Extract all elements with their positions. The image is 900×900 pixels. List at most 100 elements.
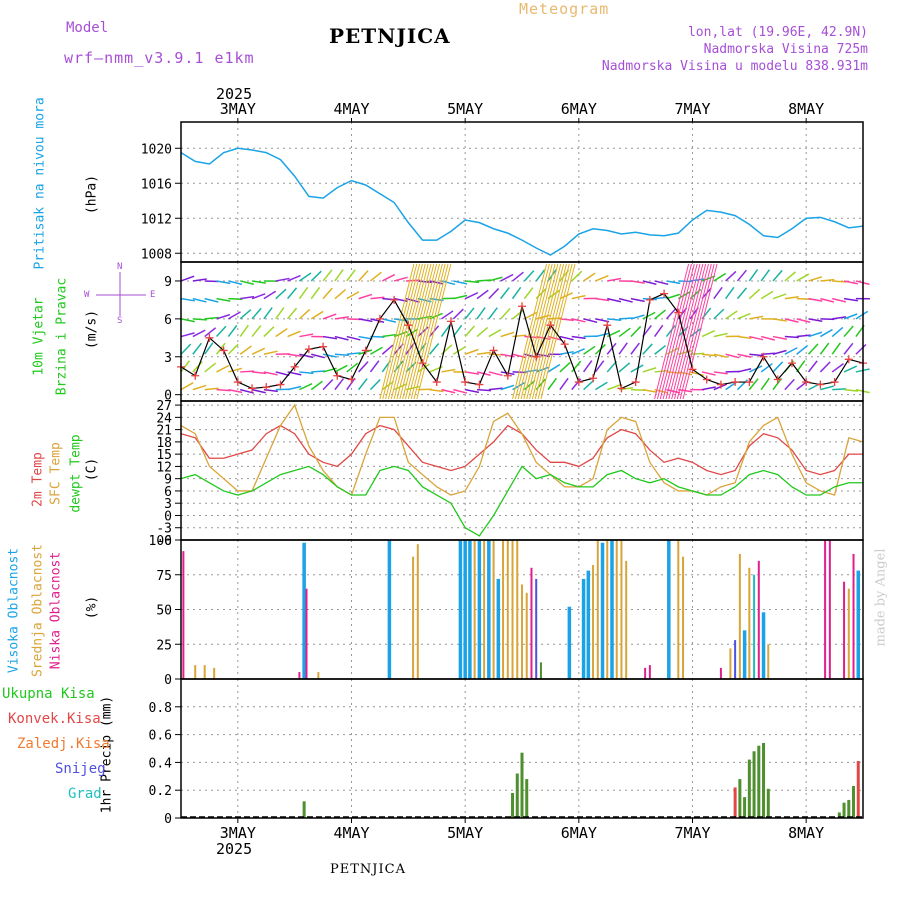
wind-strong-barb bbox=[514, 263, 550, 400]
y-tick-label: 0.4 bbox=[149, 756, 173, 771]
day-label-bottom: 3MAY bbox=[220, 824, 256, 842]
y-tick-label: 18 bbox=[156, 436, 172, 451]
wind-barb bbox=[630, 280, 645, 284]
wind-barb bbox=[559, 335, 574, 341]
wind-barb bbox=[180, 360, 191, 373]
wind-barb bbox=[666, 280, 681, 285]
wind-barb bbox=[322, 269, 333, 282]
wind-barb bbox=[441, 368, 456, 373]
wind-barb bbox=[452, 346, 466, 355]
wind-barb bbox=[784, 347, 798, 355]
wind-barb bbox=[843, 325, 854, 338]
wind-barb bbox=[737, 335, 752, 340]
wind-barb bbox=[760, 377, 770, 391]
wind-strong-barb bbox=[534, 263, 570, 400]
wind-speed-marker bbox=[631, 378, 640, 387]
wind-barb bbox=[796, 318, 811, 323]
wind-strong-barb bbox=[674, 263, 709, 400]
cloud-bar bbox=[387, 540, 392, 679]
wind-barb bbox=[370, 318, 385, 323]
wind-barb bbox=[654, 280, 669, 286]
wind-barb bbox=[819, 328, 833, 338]
wind-barb bbox=[322, 379, 334, 391]
wind-barb bbox=[452, 308, 464, 320]
legend-frz: Zaledj.Kisa bbox=[17, 736, 110, 752]
wind-barb bbox=[571, 318, 586, 323]
wind-barb bbox=[511, 286, 522, 300]
compass-n: N bbox=[117, 262, 123, 272]
wind-barb bbox=[559, 350, 574, 355]
wind-barb bbox=[832, 297, 847, 303]
wind-speed-marker bbox=[844, 355, 853, 364]
wind-barb bbox=[381, 380, 395, 391]
wind-barb bbox=[843, 297, 859, 302]
station-title: PETNJICA bbox=[329, 24, 451, 48]
wind-barb bbox=[334, 364, 348, 373]
wind-strong-barb bbox=[390, 263, 426, 400]
wind-barb bbox=[488, 328, 502, 338]
wind-barb bbox=[796, 360, 806, 373]
wind-barb bbox=[476, 351, 491, 355]
cloud-bar bbox=[677, 540, 680, 679]
wind-barb bbox=[582, 360, 593, 373]
wind-speed-marker bbox=[802, 378, 811, 387]
wind-strong-barb bbox=[410, 263, 446, 400]
y-tick-label: -3 bbox=[156, 522, 172, 537]
cloud-bar bbox=[843, 581, 846, 679]
wind-speed-marker bbox=[745, 378, 754, 387]
wind-speed-marker bbox=[219, 346, 228, 355]
wind-barb bbox=[559, 361, 571, 373]
day-label-bottom: 8MAY bbox=[788, 824, 824, 842]
wind-strong-barb bbox=[529, 263, 565, 400]
wind-strong-barb bbox=[413, 263, 449, 400]
y-tick-label: 50 bbox=[156, 604, 172, 619]
day-label-bottom: 6MAY bbox=[561, 824, 597, 842]
wind-barb bbox=[334, 335, 349, 341]
cloud-bar bbox=[477, 540, 482, 679]
wind-barb bbox=[358, 335, 373, 340]
wind-barb bbox=[642, 388, 657, 393]
wind-barb bbox=[192, 384, 207, 391]
wind-barb bbox=[429, 343, 440, 355]
wind-strong-barb bbox=[668, 263, 704, 400]
y-tick-label: 24 bbox=[156, 411, 172, 426]
wind-barb bbox=[476, 279, 492, 282]
wind-barb bbox=[749, 315, 764, 320]
precip-bar bbox=[856, 761, 860, 818]
wind-barb bbox=[772, 378, 783, 391]
wind-barb bbox=[736, 379, 748, 391]
wind-barb bbox=[263, 307, 273, 320]
wind-barb bbox=[500, 287, 510, 300]
y-tick-label: 27 bbox=[156, 399, 172, 414]
cloud-bar bbox=[600, 542, 605, 679]
wind-barb bbox=[464, 292, 479, 300]
wind-barb bbox=[607, 318, 622, 322]
wind-barb bbox=[843, 342, 854, 355]
day-label-bottom: 4MAY bbox=[333, 824, 369, 842]
wind-barb bbox=[393, 297, 409, 303]
wind-barb bbox=[630, 364, 644, 373]
wind-barb bbox=[819, 361, 831, 373]
precip-bar bbox=[733, 787, 737, 818]
cloud-bar bbox=[682, 556, 685, 679]
precip-bar bbox=[852, 786, 856, 818]
wind-barb bbox=[571, 294, 586, 300]
wind-barb bbox=[488, 307, 498, 320]
wind-speed-marker bbox=[702, 375, 711, 384]
wind-speed-marker bbox=[489, 346, 498, 355]
wind-barb bbox=[701, 330, 716, 338]
wind-barb bbox=[748, 378, 759, 391]
y-tick-label: 9 bbox=[164, 473, 172, 488]
cloud-bar bbox=[412, 556, 415, 679]
cloud-bar bbox=[586, 570, 591, 679]
wind-speed-marker bbox=[276, 380, 285, 389]
precip-bar bbox=[766, 788, 770, 818]
y-tick-label: 1008 bbox=[141, 247, 172, 262]
cloud-bar bbox=[729, 648, 732, 679]
precip-bar bbox=[752, 751, 756, 818]
wind-barb bbox=[630, 314, 645, 320]
wind-speed-marker bbox=[574, 378, 583, 387]
wind-barb bbox=[807, 360, 818, 373]
wind-barb bbox=[665, 325, 676, 338]
wind-barb bbox=[287, 353, 302, 357]
